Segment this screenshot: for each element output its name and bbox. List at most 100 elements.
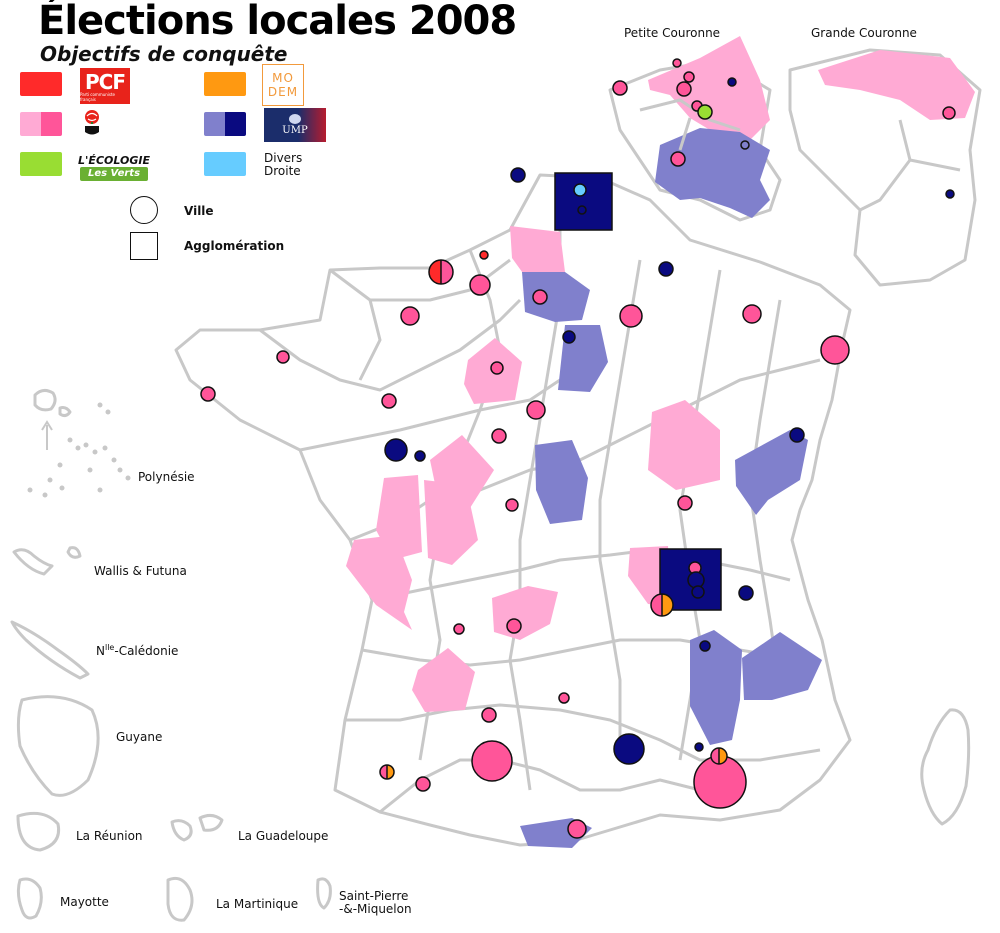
legend-ps-swatch xyxy=(20,112,62,136)
ps-target-departments xyxy=(346,226,720,712)
city-marker xyxy=(612,80,628,96)
ump-logo-text: UMP xyxy=(282,125,308,136)
pcf-logo-text: PCF xyxy=(85,70,126,94)
caledonie-sup: lle xyxy=(104,643,115,652)
city-marker xyxy=(562,330,576,344)
legend-ump-swatch xyxy=(204,112,246,136)
modem-logo-line2: DEM xyxy=(267,85,299,99)
split-marker-ps-modem xyxy=(710,747,728,765)
legend-divers-droite-swatch xyxy=(204,152,246,176)
city-marker xyxy=(670,151,686,167)
map-subtitle: Objectifs de conquête xyxy=(40,42,288,66)
city-marker xyxy=(613,733,645,765)
rose-in-fist-icon xyxy=(80,108,104,140)
polynesie-shape xyxy=(33,388,72,418)
legend-verts-swatch xyxy=(20,152,62,176)
agglomeration-marker xyxy=(554,172,613,231)
legend-divers-droite-label: Divers Droite xyxy=(264,152,302,178)
city-marker xyxy=(740,140,750,150)
martinique-label: La Martinique xyxy=(216,897,299,911)
city-marker xyxy=(789,427,805,443)
grande-couronne-inset xyxy=(788,48,982,287)
city-marker xyxy=(491,428,507,444)
spm-label: Saint-Pierre -&-Miquelon xyxy=(339,890,412,916)
city-marker xyxy=(619,304,643,328)
ump-logo: UMP xyxy=(264,108,326,142)
caledonie-suffix: -Calédonie xyxy=(114,644,179,658)
city-marker xyxy=(742,304,762,324)
legend-pcf-swatch xyxy=(20,72,62,96)
legend-ville-label: Ville xyxy=(184,204,214,218)
city-marker xyxy=(942,106,956,120)
city-marker xyxy=(471,740,513,782)
city-marker xyxy=(381,393,397,409)
ville-circle-icon xyxy=(130,196,158,224)
city-marker xyxy=(820,335,850,365)
city-marker xyxy=(532,289,548,305)
pcf-logo-subtext: Parti communiste français xyxy=(80,92,116,102)
city-marker xyxy=(415,776,431,792)
spm-line2: -&-Miquelon xyxy=(339,902,412,916)
map-markers xyxy=(200,58,956,839)
divers-droite-line2: Droite xyxy=(264,164,301,178)
overseas-territories xyxy=(10,388,971,922)
city-marker xyxy=(677,495,693,511)
verts-logo-bottom: Les Verts xyxy=(80,166,148,181)
pcf-logo: PCF Parti communiste français xyxy=(80,68,130,104)
city-marker xyxy=(510,167,526,183)
agglomeration-square-icon xyxy=(130,232,158,260)
map-title: Élections locales 2008 xyxy=(38,0,517,44)
city-marker xyxy=(658,261,674,277)
spm-shape xyxy=(316,877,332,910)
city-marker xyxy=(683,71,695,83)
guyane-shape xyxy=(16,695,100,797)
city-marker xyxy=(469,274,491,296)
city-marker xyxy=(945,189,955,199)
tree-icon xyxy=(289,114,301,124)
caledonie-shape xyxy=(10,620,90,680)
city-marker xyxy=(276,350,290,364)
wallis-shape xyxy=(12,546,82,576)
verts-logo: L'ÉCOLOGIE Les Verts xyxy=(78,152,150,182)
guadeloupe-shape xyxy=(170,813,224,842)
guadeloupe-label: La Guadeloupe xyxy=(238,829,329,843)
modem-logo: MO DEM xyxy=(262,64,304,106)
legend-agglomeration-label: Agglomération xyxy=(184,239,285,253)
city-marker xyxy=(577,205,587,215)
corse-shape xyxy=(920,708,971,826)
city-marker xyxy=(400,306,420,326)
city-marker xyxy=(676,81,692,97)
split-marker-ps-modem xyxy=(379,764,395,780)
city-marker xyxy=(558,692,570,704)
modem-logo-line1: MO xyxy=(272,71,294,85)
reunion-shape xyxy=(16,811,61,852)
polynesie-islands xyxy=(27,402,131,498)
city-marker xyxy=(384,438,408,462)
city-marker xyxy=(505,498,519,512)
city-marker xyxy=(694,742,704,752)
grande-couronne-label: Grande Couronne xyxy=(811,26,917,40)
legend-modem-swatch xyxy=(204,72,246,96)
split-marker-pcf-ps xyxy=(428,259,454,285)
petite-couronne-label: Petite Couronne xyxy=(624,26,721,40)
mayotte-label: Mayotte xyxy=(60,895,109,909)
city-marker xyxy=(567,819,587,839)
caledonie-prefix: N xyxy=(96,644,105,658)
wallis-label: Wallis & Futuna xyxy=(94,564,187,578)
city-marker xyxy=(691,585,705,599)
city-marker xyxy=(481,707,497,723)
city-marker xyxy=(699,640,711,652)
city-marker xyxy=(697,104,713,120)
city-marker xyxy=(200,386,216,402)
martinique-shape xyxy=(166,876,194,922)
city-marker xyxy=(479,250,489,260)
city-marker xyxy=(727,77,737,87)
ump-target-departments xyxy=(520,272,822,848)
mayotte-shape xyxy=(16,877,43,920)
verts-logo-top: L'ÉCOLOGIE xyxy=(78,153,150,167)
spm-line1: Saint-Pierre xyxy=(339,889,409,903)
guyane-label: Guyane xyxy=(116,730,163,744)
city-marker xyxy=(414,450,426,462)
city-marker xyxy=(490,361,504,375)
city-marker xyxy=(672,58,682,68)
